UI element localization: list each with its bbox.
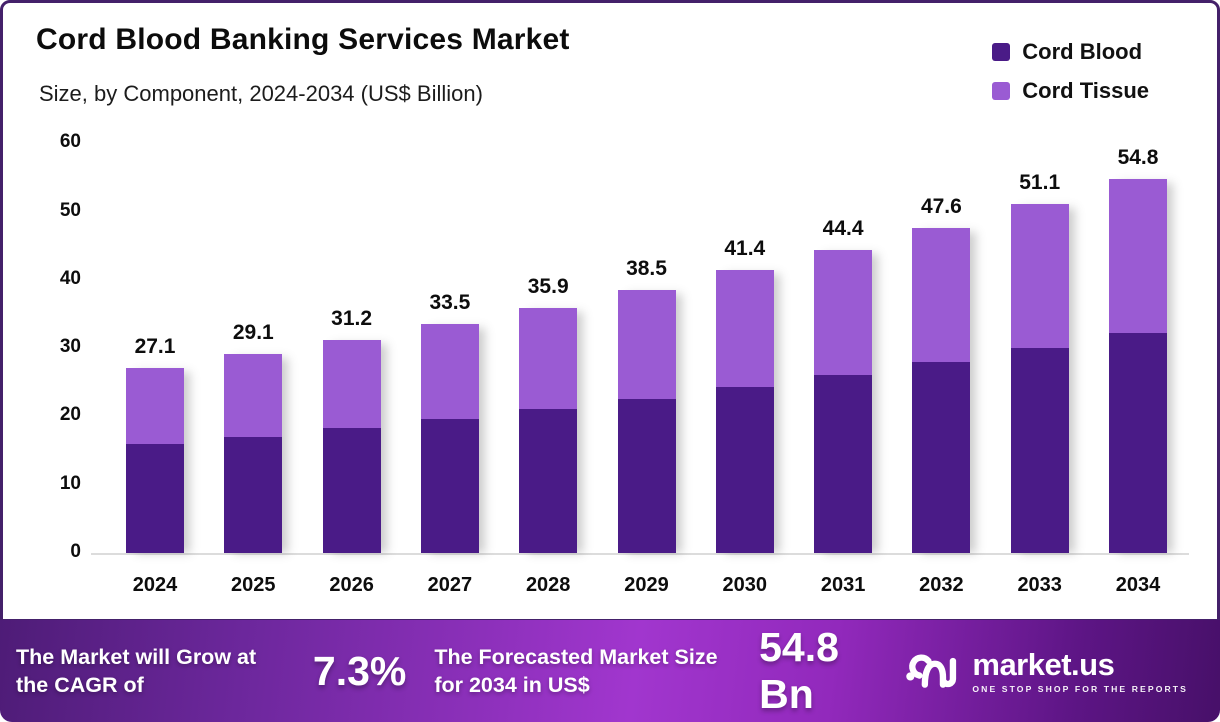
y-axis-tick-label: 10: [59, 472, 81, 494]
total-value-label: 54.8: [1117, 145, 1159, 169]
brand-text: market.us ONE STOP SHOP FOR THE REPORTS: [972, 649, 1188, 694]
stacked-bar-2026: 31.2: [322, 307, 381, 553]
brand-tagline: ONE STOP SHOP FOR THE REPORTS: [972, 683, 1188, 694]
chart-title: Cord Blood Banking Services Market: [36, 23, 570, 56]
forecast-label: The Forecasted Market Size for 2034 in U…: [434, 644, 718, 697]
chart-card: Cord Blood Banking Services Market Size,…: [0, 0, 1220, 622]
x-axis-tick-label: 2033: [1017, 574, 1062, 596]
total-value-label: 47.6: [920, 194, 962, 218]
cord-blood-segment: [420, 419, 479, 553]
x-axis-tick-label: 2027: [427, 574, 473, 596]
cord-tissue-segment: [322, 339, 381, 428]
stacked-bar-2032: 47.6: [912, 195, 971, 553]
stacked-bar-2027: 33.5: [420, 291, 479, 553]
stacked-bar-2033: 51.1: [1010, 171, 1069, 553]
cord-tissue-segment: [1109, 178, 1167, 334]
stacked-bar-2024: 27.1: [126, 335, 184, 553]
total-value-label: 44.4: [822, 216, 864, 240]
x-axis-tick-label: 2024: [132, 574, 178, 596]
x-axis-tick-label: 2034: [1115, 574, 1161, 596]
chart-subtitle: Size, by Component, 2024-2034 (US$ Billi…: [39, 81, 483, 106]
cord-tissue-segment: [224, 354, 283, 437]
cord-blood-segment: [126, 444, 184, 553]
x-axis-tick-label: 2025: [231, 574, 276, 596]
y-axis-tick-label: 0: [70, 541, 81, 562]
cord-blood-segment: [1109, 333, 1167, 553]
legend: Cord Blood Cord Tissue: [992, 39, 1149, 104]
brand-name: market.us: [972, 646, 1115, 682]
cord-blood-segment: [519, 408, 578, 553]
x-axis-tick-label: 2028: [525, 574, 571, 596]
cord-blood-segment: [1010, 348, 1069, 553]
cagr-label: The Market will Grow at the CAGR of: [16, 644, 257, 697]
y-axis-tick-label: 20: [59, 404, 81, 426]
x-axis-tick-label: 2030: [722, 574, 768, 596]
total-value-label: 51.1: [1019, 170, 1061, 194]
x-axis-tick-label: 2032: [919, 574, 964, 596]
cord-tissue-segment: [126, 367, 184, 445]
x-axis-tick-label: 2031: [820, 574, 866, 596]
total-value-label: 33.5: [429, 291, 471, 315]
stacked-bar-2031: 44.4: [814, 217, 873, 553]
cord-tissue-segment: [1010, 203, 1069, 349]
x-axis-tick-label: 2029: [624, 574, 669, 596]
y-axis-tick-label: 60: [59, 131, 81, 153]
stacked-bar-2030: 41.4: [715, 237, 774, 553]
x-axis-tick-label: 2026: [329, 574, 374, 596]
legend-label: Cord Tissue: [1022, 78, 1149, 103]
y-axis-tick-label: 50: [59, 199, 81, 221]
market-us-logo-icon: [906, 654, 957, 688]
legend-item-cord-tissue: Cord Tissue: [992, 78, 1149, 104]
cord-blood-swatch-icon: [992, 43, 1011, 61]
cord-tissue-segment: [519, 307, 578, 409]
cord-blood-segment: [715, 387, 774, 553]
stacked-bar-2025: 29.1: [224, 321, 283, 553]
x-axis-baseline: [91, 553, 1189, 555]
brand-lockup: market.us ONE STOP SHOP FOR THE REPORTS: [904, 647, 1188, 695]
cord-tissue-segment: [420, 324, 479, 420]
total-value-label: 31.2: [331, 306, 373, 330]
cord-blood-segment: [617, 398, 676, 553]
stacked-bar-2034: 54.8: [1109, 146, 1167, 553]
y-axis-tick-label: 40: [59, 267, 81, 289]
total-value-label: 41.4: [724, 237, 766, 261]
total-value-label: 38.5: [626, 257, 667, 281]
y-axis-tick-label: 30: [59, 336, 81, 358]
stacked-bar-2028: 35.9: [519, 275, 578, 553]
forecast-value: 54.8 Bn: [759, 624, 839, 717]
cord-tissue-segment: [912, 227, 971, 363]
cord-tissue-segment: [814, 249, 873, 376]
legend-label: Cord Blood: [1022, 39, 1143, 64]
total-value-label: 29.1: [232, 321, 274, 345]
cord-tissue-segment: [715, 270, 774, 388]
footer-banner: The Market will Grow at the CAGR of 7.3%…: [0, 620, 1220, 722]
cord-tissue-segment: [617, 290, 676, 399]
cord-blood-segment: [814, 375, 873, 553]
stacked-bar-plot: 0 10 20 30 40 50 60 27.1 2024 29.1 2025 31.2 2026 33.…: [3, 3, 1217, 619]
cord-tissue-swatch-icon: [992, 82, 1011, 100]
total-value-label: 35.9: [527, 274, 569, 298]
cord-blood-segment: [322, 428, 381, 553]
cord-blood-segment: [912, 362, 971, 553]
total-value-label: 27.1: [134, 334, 176, 358]
stacked-bar-2029: 38.5: [617, 257, 676, 553]
cagr-value: 7.3%: [312, 647, 407, 694]
cord-blood-segment: [224, 436, 283, 553]
legend-item-cord-blood: Cord Blood: [992, 39, 1149, 65]
